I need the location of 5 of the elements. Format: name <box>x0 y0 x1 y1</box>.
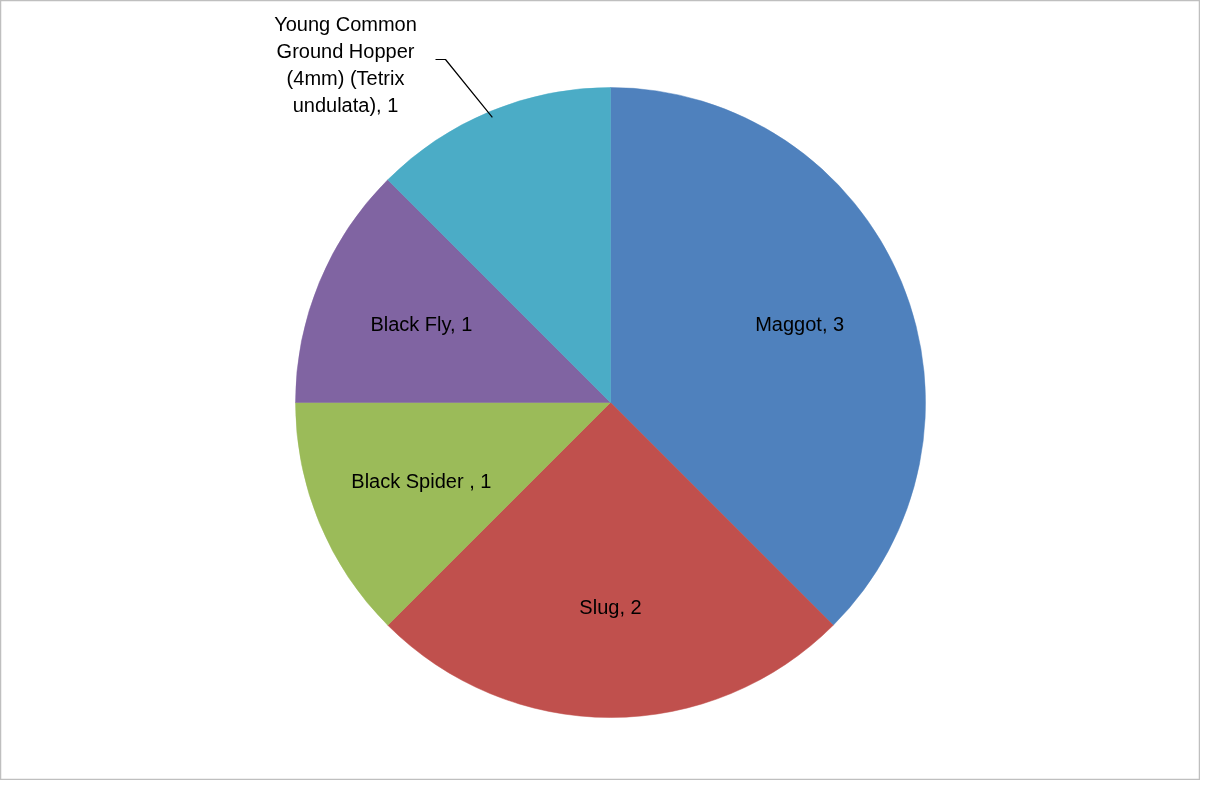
slice-label: Black Fly, 1 <box>370 313 473 336</box>
slice-label: Young Common Ground Hopper (4mm) (Tetrix undulata), 1 <box>274 12 417 116</box>
slice-label: Maggot, 3 <box>755 313 845 336</box>
slice-label: Slug, 2 <box>579 596 642 619</box>
slice-label: Black Spider , 1 <box>351 469 492 492</box>
